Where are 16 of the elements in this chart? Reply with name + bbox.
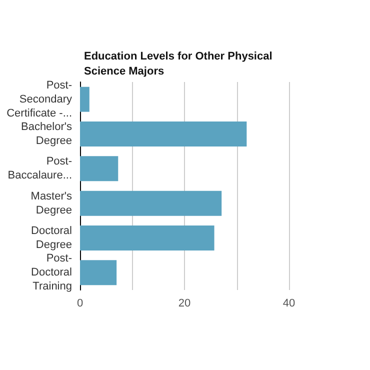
bar [80,260,117,286]
y-tick-label: Post-Secondary Certificate -... [6,79,72,120]
x-tick-label: 20 [178,298,191,310]
y-tick-label: Doctoral Degree [31,225,72,251]
y-tick-label: Bachelor's Degree [20,121,72,147]
y-tick-label: Master's Degree [30,190,72,216]
y-tick-label: Post-Baccalaure... [8,156,72,182]
bar [80,226,214,250]
bar [80,156,118,182]
x-tick-label: 40 [282,298,296,310]
chart-title: Education Levels for Other Physical Science Majors [84,50,276,78]
bar [80,190,222,216]
bar [80,86,90,112]
bar [80,122,247,146]
y-tick-label: Post-Doctoral Training [31,252,72,293]
x-tick-label: 0 [76,298,84,310]
